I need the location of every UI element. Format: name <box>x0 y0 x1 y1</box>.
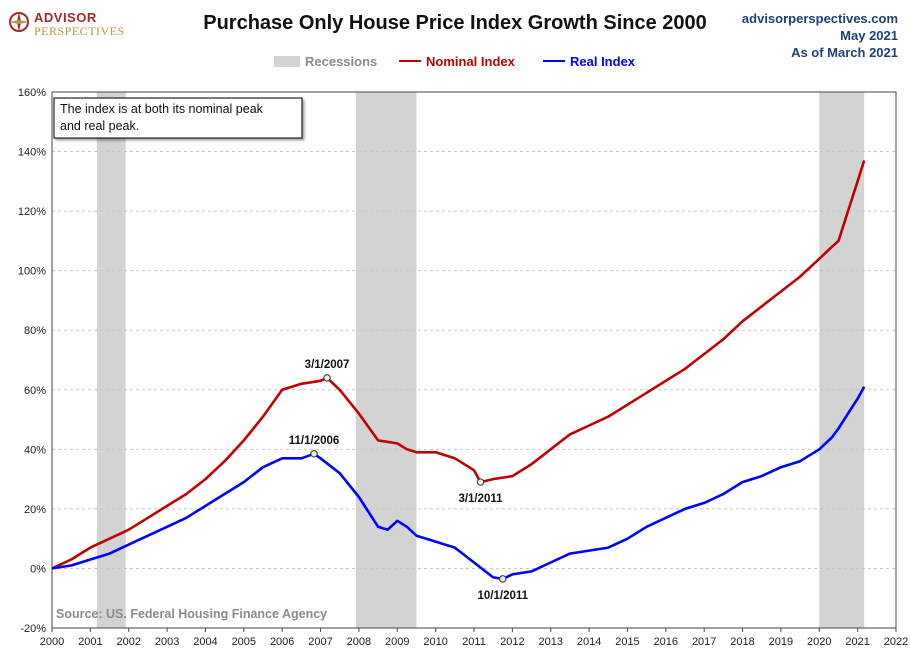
legend-label-real: Real Index <box>570 54 636 69</box>
y-tick-label: 100% <box>18 266 46 278</box>
x-tick-label: 2007 <box>308 636 332 648</box>
legend-item-recessions: Recessions <box>274 54 377 69</box>
publish-date: May 2021 <box>840 28 898 43</box>
x-tick-label: 2014 <box>577 636 601 648</box>
recession-band-3 <box>819 92 865 628</box>
x-tick-label: 2009 <box>385 636 409 648</box>
y-tick-label: 80% <box>24 325 46 337</box>
legend-swatch-recessions <box>274 56 300 67</box>
legend-swatch-nominal <box>399 60 421 62</box>
annotation-label: 3/1/2011 <box>458 493 503 505</box>
x-tick-label: 2004 <box>193 636 217 648</box>
x-tick-label: 2003 <box>155 636 179 648</box>
x-tick-label: 2015 <box>615 636 639 648</box>
chart-title: Purchase Only House Price Index Growth S… <box>203 12 707 34</box>
annotation-marker <box>476 478 485 486</box>
site-url: advisorperspectives.com <box>741 11 898 26</box>
legend-swatch-real <box>543 60 565 62</box>
y-tick-label: 120% <box>18 206 46 218</box>
x-tick-label: 2011 <box>462 636 486 648</box>
x-tick-label: 2010 <box>423 636 447 648</box>
x-tick-label: 2019 <box>769 636 793 648</box>
x-tick-label: 2001 <box>78 636 102 648</box>
recession-band-2 <box>355 92 417 628</box>
y-tick-label: -20% <box>20 623 46 635</box>
x-tick-label: 2008 <box>347 636 371 648</box>
annotation-marker <box>323 374 331 382</box>
y-tick-label: 0% <box>30 563 46 575</box>
y-tick-label: 20% <box>24 504 46 516</box>
annotation-marker <box>499 575 507 583</box>
x-tick-label: 2012 <box>500 636 524 648</box>
advisor-perspectives-logo: ADVISOR PERSPECTIVES <box>8 8 148 38</box>
source-note: Source: US. Federal Housing Finance Agen… <box>56 607 327 621</box>
x-tick-label: 2002 <box>116 636 140 648</box>
annotation-label: 10/1/2011 <box>478 590 529 602</box>
compass-icon <box>9 12 29 32</box>
site-info: advisorperspectives.com May 2021 As of M… <box>742 10 898 61</box>
as-of-date: As of March 2021 <box>791 45 898 60</box>
x-tick-label: 2016 <box>654 636 678 648</box>
annotation-box-line2: and real peak. <box>60 119 139 133</box>
x-tick-label: 2018 <box>730 636 754 648</box>
legend-label-nominal: Nominal Index <box>426 54 515 69</box>
logo-line2: PERSPECTIVES <box>34 24 125 38</box>
series-line-nominal <box>51 160 866 570</box>
x-tick-label: 2022 <box>884 636 908 648</box>
y-tick-label: 160% <box>18 87 46 99</box>
annotation-box <box>53 97 303 139</box>
x-tick-label: 2013 <box>538 636 562 648</box>
annotation-marker <box>310 450 318 458</box>
legend-item-nominal: Nominal Index <box>399 54 515 69</box>
x-tick-label: 2000 <box>40 636 64 648</box>
y-tick-label: 40% <box>24 444 46 456</box>
legend-item-real: Real Index <box>543 54 635 69</box>
y-tick-label: 140% <box>18 147 46 159</box>
annotation-label: 3/1/2007 <box>305 359 350 371</box>
x-tick-label: 2017 <box>692 636 716 648</box>
x-tick-label: 2005 <box>232 636 256 648</box>
logo-line1: ADVISOR <box>34 10 97 25</box>
x-tick-label: 2006 <box>270 636 294 648</box>
series-line-real <box>51 386 866 581</box>
plot-area <box>51 91 897 629</box>
annotation-label: 11/1/2006 <box>289 435 340 447</box>
x-tick-label: 2021 <box>845 636 869 648</box>
annotation-box-line1: The index is at both its nominal peak <box>60 102 264 116</box>
legend-label-recessions: Recessions <box>305 54 378 69</box>
y-tick-label: 60% <box>24 385 46 397</box>
x-tick-label: 2020 <box>807 636 831 648</box>
